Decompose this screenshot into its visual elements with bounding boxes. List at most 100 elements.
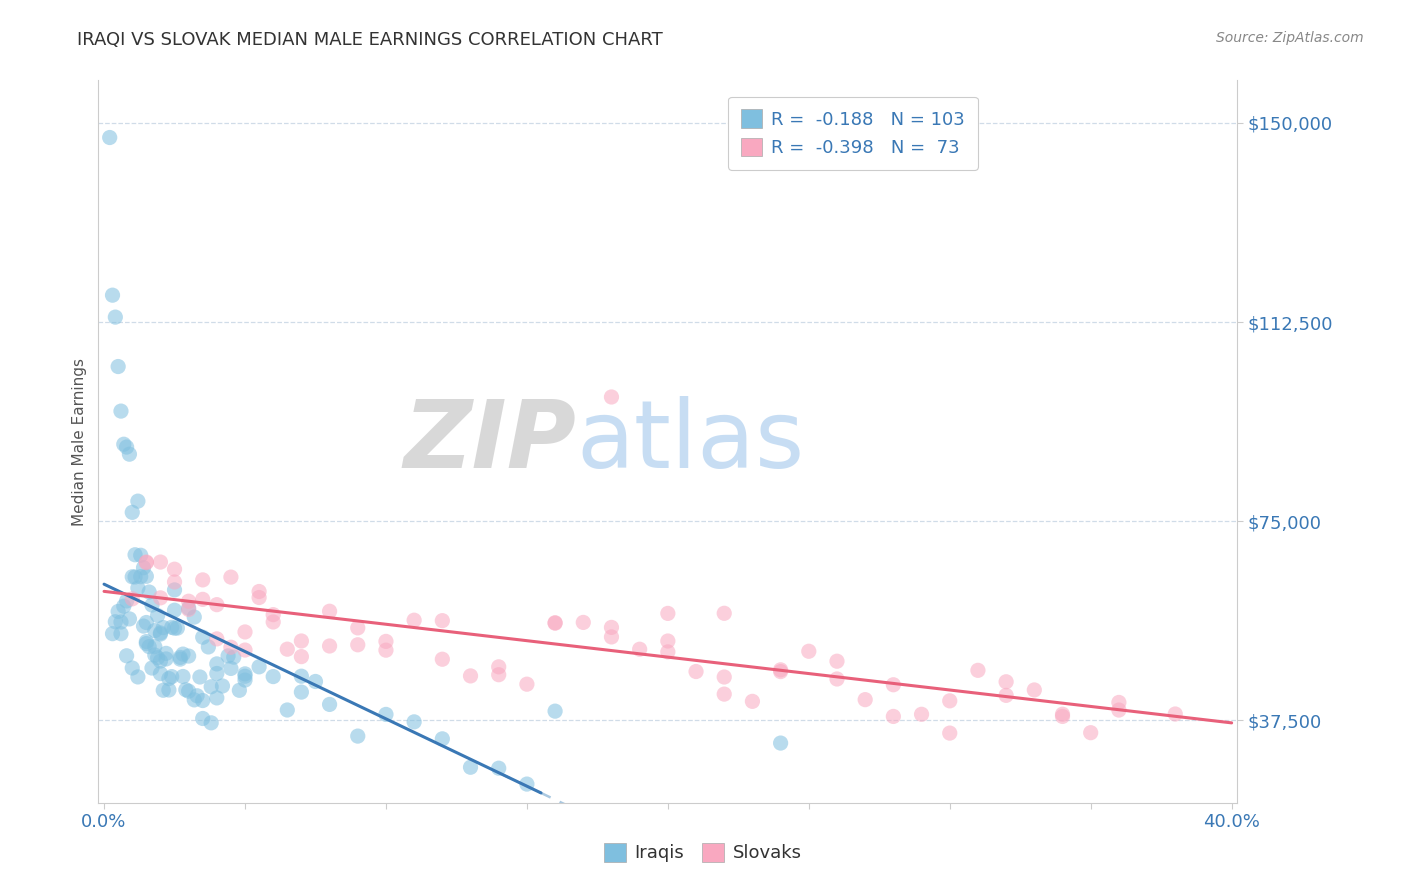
Point: [205, 666, 228, 681]
Point: [141, 661, 163, 675]
Point: [544, 615, 567, 630]
Point: [375, 634, 398, 648]
Point: [432, 652, 454, 666]
Point: [138, 585, 160, 599]
Point: [174, 682, 197, 697]
Point: [121, 661, 143, 675]
Point: [124, 548, 146, 562]
Point: [276, 642, 298, 657]
Point: [135, 634, 157, 648]
Point: [713, 687, 735, 701]
Point: [205, 632, 228, 646]
Point: [657, 607, 679, 621]
Text: ZIP: ZIP: [404, 395, 576, 488]
Point: [115, 648, 138, 663]
Text: atlas: atlas: [576, 395, 806, 488]
Point: [127, 494, 149, 508]
Point: [741, 694, 763, 708]
Point: [318, 639, 340, 653]
Point: [146, 650, 169, 665]
Point: [127, 581, 149, 595]
Point: [163, 574, 186, 589]
Point: [115, 440, 138, 454]
Point: [290, 669, 312, 683]
Point: [233, 673, 256, 687]
Point: [219, 661, 242, 675]
Point: [318, 604, 340, 618]
Point: [166, 621, 188, 635]
Point: [713, 607, 735, 621]
Point: [121, 591, 143, 606]
Point: [290, 649, 312, 664]
Point: [797, 644, 820, 658]
Point: [1024, 682, 1046, 697]
Point: [191, 573, 214, 587]
Point: [169, 652, 191, 666]
Point: [152, 683, 174, 698]
Point: [205, 657, 228, 671]
Text: Source: ZipAtlas.com: Source: ZipAtlas.com: [1216, 31, 1364, 45]
Point: [177, 602, 200, 616]
Point: [1080, 725, 1102, 739]
Point: [233, 666, 256, 681]
Point: [115, 594, 138, 608]
Point: [163, 621, 186, 635]
Point: [882, 678, 904, 692]
Point: [460, 669, 482, 683]
Point: [138, 640, 160, 654]
Point: [104, 310, 127, 325]
Point: [769, 665, 792, 679]
Point: [191, 693, 214, 707]
Point: [205, 598, 228, 612]
Point: [685, 665, 707, 679]
Point: [304, 674, 326, 689]
Point: [247, 584, 270, 599]
Point: [544, 616, 567, 631]
Point: [825, 654, 848, 668]
Point: [155, 652, 177, 666]
Point: [544, 704, 567, 718]
Point: [121, 570, 143, 584]
Point: [101, 288, 124, 302]
Point: [135, 556, 157, 570]
Point: [110, 615, 132, 629]
Point: [149, 654, 172, 668]
Y-axis label: Median Male Earnings: Median Male Earnings: [72, 358, 87, 525]
Point: [129, 569, 152, 583]
Point: [152, 621, 174, 635]
Point: [177, 594, 200, 608]
Point: [163, 562, 186, 576]
Point: [112, 437, 135, 451]
Point: [160, 670, 183, 684]
Point: [228, 683, 250, 698]
Point: [163, 603, 186, 617]
Point: [600, 390, 623, 404]
Point: [825, 672, 848, 686]
Point: [1108, 695, 1130, 709]
Point: [432, 731, 454, 746]
Point: [219, 570, 242, 584]
Point: [124, 570, 146, 584]
Point: [172, 647, 194, 661]
Point: [290, 634, 312, 648]
Legend: R =  -0.188   N = 103, R =  -0.398   N =  73: R = -0.188 N = 103, R = -0.398 N = 73: [728, 96, 977, 169]
Point: [657, 645, 679, 659]
Point: [290, 685, 312, 699]
Point: [1108, 703, 1130, 717]
Point: [233, 624, 256, 639]
Point: [177, 684, 200, 698]
Point: [149, 666, 172, 681]
Point: [404, 714, 426, 729]
Point: [628, 642, 651, 657]
Point: [219, 640, 242, 655]
Legend: Iraqis, Slovaks: Iraqis, Slovaks: [596, 836, 810, 870]
Point: [488, 660, 510, 674]
Point: [101, 626, 124, 640]
Point: [217, 648, 239, 663]
Point: [197, 640, 219, 654]
Point: [262, 615, 284, 629]
Point: [149, 627, 172, 641]
Point: [375, 643, 398, 657]
Point: [572, 615, 595, 630]
Point: [135, 555, 157, 569]
